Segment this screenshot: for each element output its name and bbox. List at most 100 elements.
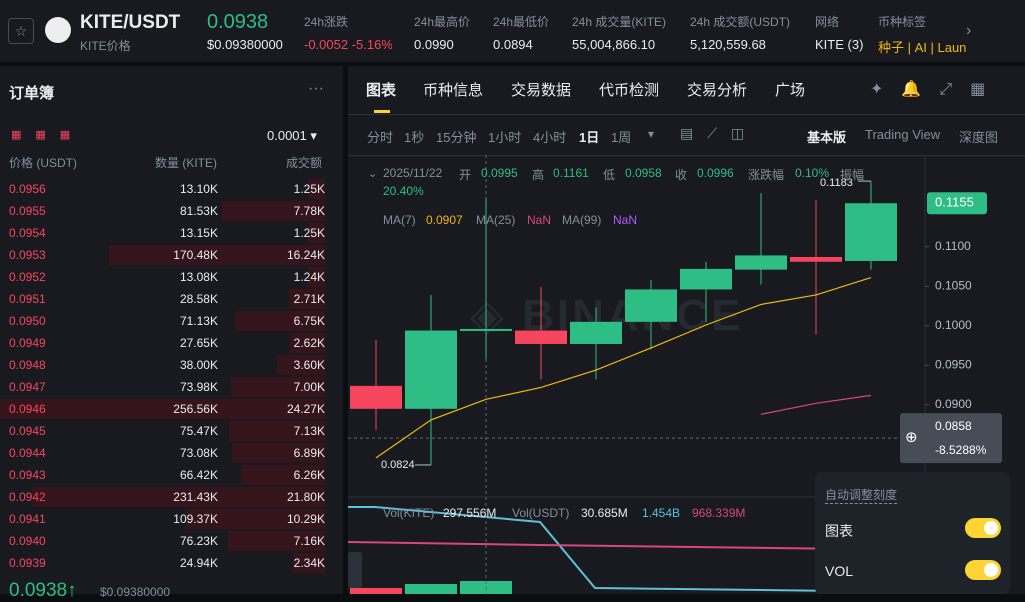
candle-body	[845, 203, 897, 261]
col-price: 价格 (USDT)	[9, 156, 77, 170]
info: 0.1161	[553, 166, 589, 180]
collapse[interactable]: ⌄	[368, 168, 378, 180]
ask-qty: 76.23K	[179, 534, 218, 548]
chart-tools[interactable]: ▤⟋◫	[680, 125, 759, 141]
view-icons[interactable]: ▦▦▦	[11, 129, 85, 141]
vol-line	[348, 506, 926, 593]
interval[interactable]: 15分钟	[436, 130, 477, 145]
interval[interactable]: 1周	[611, 130, 632, 145]
popup-vol: VOL	[825, 563, 854, 579]
depth-bar	[288, 289, 325, 309]
ask-price: 0.0949	[9, 336, 46, 350]
ask-total: 2.62K	[293, 336, 325, 350]
candle-body	[515, 330, 567, 344]
interval[interactable]: 1日	[579, 130, 600, 145]
tab[interactable]: 交易分析	[687, 82, 748, 99]
last-price-label: 0.1155	[935, 195, 974, 210]
toolbar-icons[interactable]: ✦🔔⤢▦	[870, 81, 1004, 98]
ask-total: 6.75K	[293, 314, 325, 328]
pair-sub[interactable]: KITE价格	[80, 39, 131, 53]
candle-body	[680, 268, 732, 290]
ask-price: 0.0947	[9, 380, 46, 394]
info: 低	[603, 168, 616, 182]
tick-size[interactable]: 0.0001 ▾	[267, 128, 317, 143]
tab[interactable]: 交易数据	[511, 82, 572, 99]
ask-price: 0.0953	[9, 248, 46, 262]
more-intervals[interactable]: ▾	[648, 127, 655, 141]
view[interactable]: Trading View	[865, 127, 941, 142]
y-tick-label: 0.1000	[935, 318, 972, 332]
interval[interactable]: 分时	[367, 130, 394, 145]
ask-price: 0.0942	[9, 490, 46, 504]
stat-value: 55,004,866.10	[572, 37, 656, 52]
toggle[interactable]	[965, 518, 1001, 538]
interval[interactable]: 1秒	[404, 130, 425, 145]
ma-label: NaN	[613, 213, 638, 227]
stat-label: 24h最高价	[414, 15, 471, 29]
ask-price: 0.0940	[9, 534, 46, 548]
vol-bar	[405, 584, 457, 594]
candle-body	[405, 330, 457, 409]
depth-bar	[186, 509, 325, 529]
ask-qty: 24.94K	[179, 556, 218, 570]
ask-qty: 13.15K	[179, 226, 218, 240]
info: 0.10%	[795, 166, 830, 180]
vol-label: 968.339M	[692, 506, 746, 520]
depth-bar	[232, 443, 325, 463]
toggle[interactable]	[965, 560, 1001, 580]
ask-total: 7.00K	[293, 380, 325, 394]
pane-toggle[interactable]	[348, 552, 362, 588]
depth-bar	[276, 355, 325, 375]
stat-label: 24h涨跌	[304, 15, 349, 29]
more[interactable]: ···	[308, 80, 324, 97]
divider	[348, 114, 1025, 115]
info: 开	[459, 168, 472, 182]
stat-value: 0.0990	[414, 37, 454, 52]
scroll-right[interactable]: ›	[966, 22, 972, 39]
orderbook-title: 订单簿	[9, 85, 55, 102]
candle-body	[735, 255, 787, 270]
ask-price: 0.0941	[9, 512, 46, 526]
info: 2025/11/22	[383, 166, 443, 180]
tab[interactable]: 图表	[366, 82, 397, 99]
vol-label: 30.685M	[581, 506, 628, 520]
tab[interactable]: 广场	[775, 82, 806, 99]
high-label: 0.1183	[820, 177, 853, 189]
ask-qty: 170.48K	[173, 248, 218, 262]
interval[interactable]: 1小时	[488, 130, 522, 145]
ask-total: 2.71K	[293, 292, 325, 306]
vol-label: Vol(USDT)	[512, 506, 570, 520]
depth-bar	[228, 531, 325, 551]
favorite[interactable]: ☆	[8, 18, 34, 44]
ask-qty: 75.47K	[179, 424, 218, 438]
ask-qty: 256.56K	[173, 402, 218, 416]
info: 0.0958	[625, 166, 662, 180]
y-tick-label: 0.0950	[935, 357, 972, 371]
vol-label: Vol(KITE)	[383, 506, 435, 520]
y-tick-label: 0.1050	[935, 278, 972, 292]
tab[interactable]: 币种信息	[423, 82, 484, 99]
depth-bar	[221, 201, 325, 221]
ask-qty: 13.10K	[179, 182, 218, 196]
ask-qty: 38.00K	[179, 358, 218, 372]
ask-price: 0.0945	[9, 424, 46, 438]
y-tick-label: 0.0900	[935, 397, 972, 411]
view[interactable]: 深度图	[959, 130, 999, 145]
ask-price: 0.0952	[9, 270, 46, 284]
ask-total: 1.25K	[293, 226, 325, 240]
interval[interactable]: 4小时	[533, 130, 567, 145]
col-qty: 数量 (KITE)	[155, 156, 217, 170]
ask-qty: 73.98K	[179, 380, 218, 394]
info: 0.0995	[481, 166, 518, 180]
tab[interactable]: 代币检测	[599, 82, 660, 99]
ask-qty: 231.43K	[173, 490, 218, 504]
ma-label: NaN	[527, 213, 552, 227]
y-tick-label: 0.1100	[935, 239, 971, 253]
candle-body	[625, 289, 677, 322]
stat-label: 24h 成交量(KITE)	[572, 15, 667, 29]
ask-price: 0.0956	[9, 182, 46, 196]
stat-value: 0.0894	[493, 37, 533, 52]
ask-total: 21.80K	[286, 490, 325, 504]
view[interactable]: 基本版	[807, 130, 847, 145]
